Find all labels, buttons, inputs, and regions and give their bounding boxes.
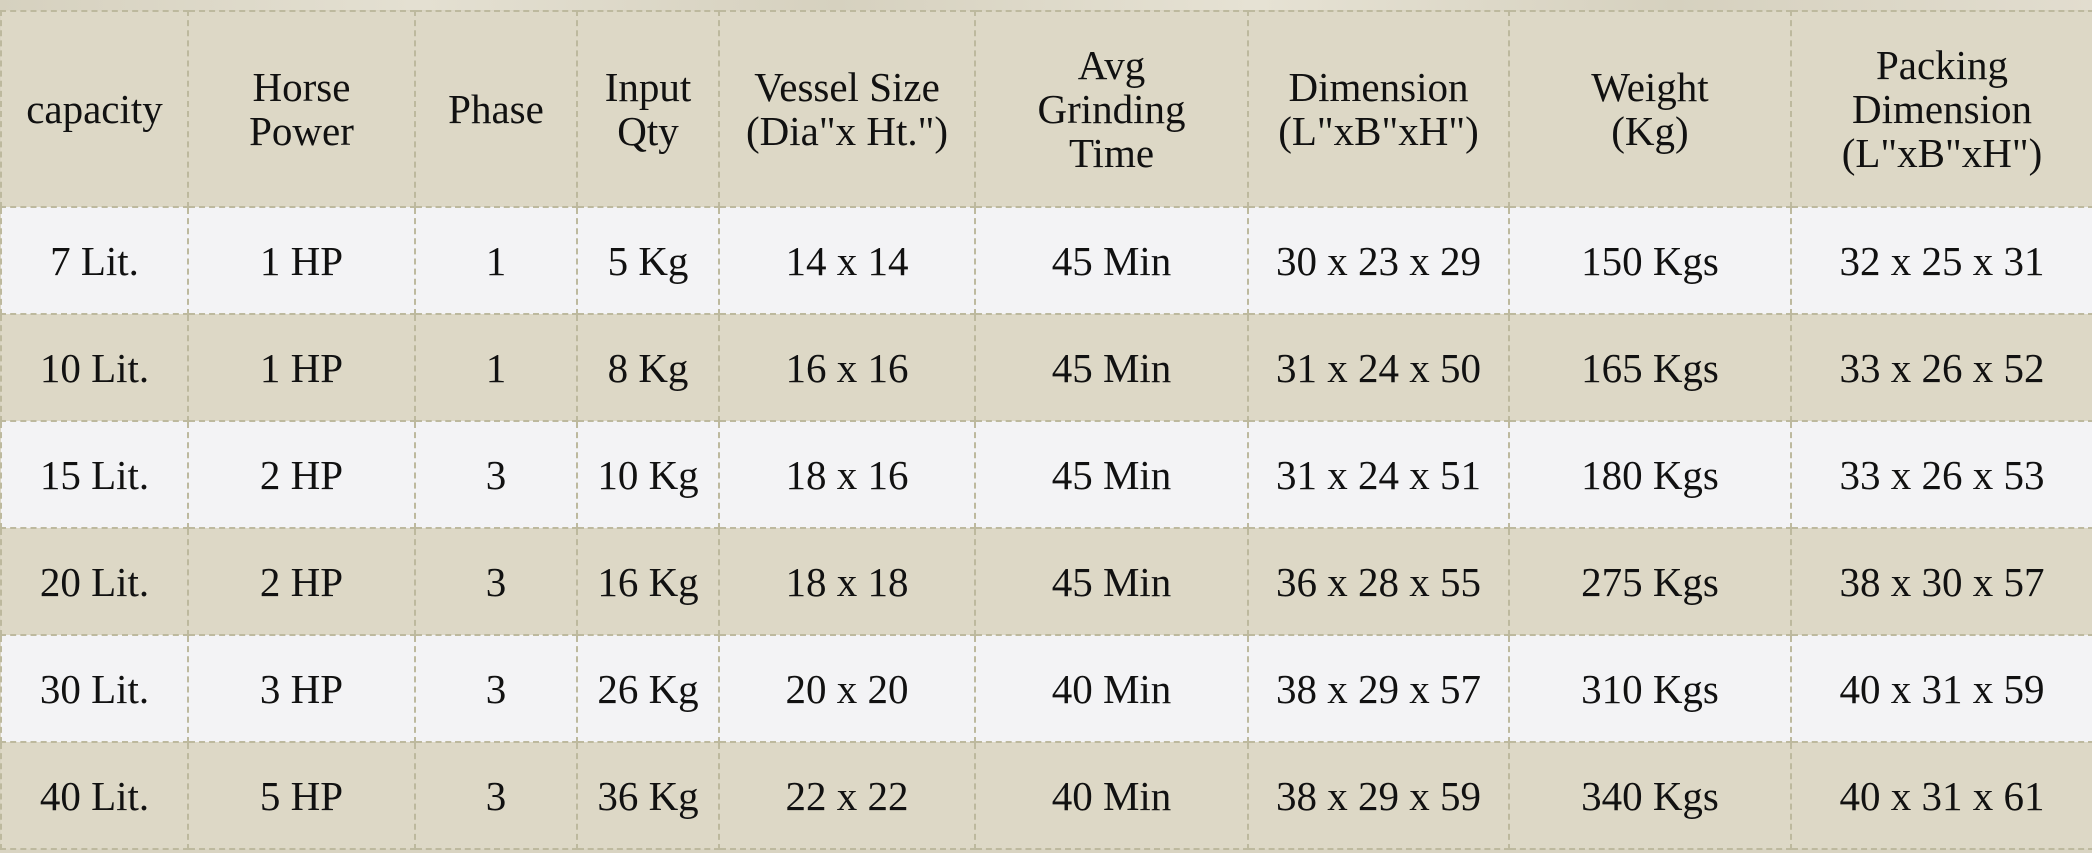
table-row: 20 Lit. 2 HP 3 16 Kg 18 x 18 45 Min 36 x 28 x … bbox=[0, 527, 2092, 636]
table-cell: 18 x 18 bbox=[718, 527, 976, 636]
column-header: Horse Power bbox=[187, 10, 416, 208]
table-cell: 8 Kg bbox=[576, 313, 720, 422]
table-row: 40 Lit. 5 HP 3 36 Kg 22 x 22 40 Min 38 x 29 x … bbox=[0, 741, 2092, 850]
table-cell: 45 Min bbox=[974, 313, 1249, 422]
table-cell: 31 x 24 x 51 bbox=[1247, 420, 1510, 529]
column-header-line: (Dia"x Ht.") bbox=[746, 108, 948, 154]
table-cell: 40 Min bbox=[974, 741, 1249, 850]
decorative-background-strip bbox=[0, 0, 2092, 10]
table-cell: 275 Kgs bbox=[1508, 527, 1792, 636]
table-cell: 30 x 23 x 29 bbox=[1247, 206, 1510, 315]
table-cell: 40 Lit. bbox=[0, 741, 189, 850]
table-cell: 20 Lit. bbox=[0, 527, 189, 636]
table-cell: 38 x 29 x 57 bbox=[1247, 634, 1510, 743]
table-cell: 2 HP bbox=[187, 527, 416, 636]
column-header-line: Phase bbox=[448, 86, 544, 132]
table-cell: 5 HP bbox=[187, 741, 416, 850]
column-header: Phase bbox=[414, 10, 578, 208]
table-cell: 15 Lit. bbox=[0, 420, 189, 529]
column-header-line: Grinding bbox=[1037, 86, 1186, 132]
table-cell: 150 Kgs bbox=[1508, 206, 1792, 315]
table-cell: 16 Kg bbox=[576, 527, 720, 636]
table-row: 10 Lit. 1 HP 1 8 Kg 16 x 16 45 Min 31 x 24 x 5… bbox=[0, 313, 2092, 422]
table-cell: 1 bbox=[414, 206, 578, 315]
table-cell: 1 HP bbox=[187, 206, 416, 315]
table-cell: 340 Kgs bbox=[1508, 741, 1792, 850]
table-cell: 10 Lit. bbox=[0, 313, 189, 422]
column-header-line: Qty bbox=[617, 108, 679, 154]
table-cell: 38 x 30 x 57 bbox=[1790, 527, 2092, 636]
table-cell: 16 x 16 bbox=[718, 313, 976, 422]
column-header: capacity bbox=[0, 10, 189, 208]
column-header: Input Qty bbox=[576, 10, 720, 208]
table-cell: 45 Min bbox=[974, 420, 1249, 529]
table-cell: 3 bbox=[414, 420, 578, 529]
table-cell: 18 x 16 bbox=[718, 420, 976, 529]
table-cell: 36 Kg bbox=[576, 741, 720, 850]
column-header: Weight (Kg) bbox=[1508, 10, 1792, 208]
column-header-line: Horse bbox=[252, 64, 351, 110]
table-cell: 33 x 26 x 52 bbox=[1790, 313, 2092, 422]
specifications-table: capacity Horse Power Phase Input Qty Vessel Si… bbox=[0, 10, 2092, 850]
table-cell: 32 x 25 x 31 bbox=[1790, 206, 2092, 315]
column-header-line: (L"xB"xH") bbox=[1278, 108, 1479, 154]
column-header-line: Vessel Size bbox=[754, 64, 940, 110]
column-header: Dimension (L"xB"xH") bbox=[1247, 10, 1510, 208]
table-cell: 30 Lit. bbox=[0, 634, 189, 743]
table-cell: 20 x 20 bbox=[718, 634, 976, 743]
table-cell: 40 x 31 x 59 bbox=[1790, 634, 2092, 743]
table-cell: 31 x 24 x 50 bbox=[1247, 313, 1510, 422]
table-cell: 22 x 22 bbox=[718, 741, 976, 850]
table-cell: 40 x 31 x 61 bbox=[1790, 741, 2092, 850]
column-header-line: Power bbox=[249, 108, 354, 154]
table-cell: 10 Kg bbox=[576, 420, 720, 529]
table-cell: 14 x 14 bbox=[718, 206, 976, 315]
table-cell: 3 bbox=[414, 634, 578, 743]
table-header-row: capacity Horse Power Phase Input Qty Vessel Si… bbox=[0, 10, 2092, 208]
column-header-line: Avg bbox=[1077, 42, 1146, 88]
column-header: Avg Grinding Time bbox=[974, 10, 1249, 208]
table-cell: 180 Kgs bbox=[1508, 420, 1792, 529]
table-cell: 3 bbox=[414, 741, 578, 850]
table-row: 30 Lit. 3 HP 3 26 Kg 20 x 20 40 Min 38 x 29 x … bbox=[0, 634, 2092, 743]
table-cell: 45 Min bbox=[974, 527, 1249, 636]
column-header-line: Time bbox=[1068, 130, 1155, 176]
table-cell: 1 HP bbox=[187, 313, 416, 422]
column-header: Vessel Size (Dia"x Ht.") bbox=[718, 10, 976, 208]
table-cell: 2 HP bbox=[187, 420, 416, 529]
table-cell: 7 Lit. bbox=[0, 206, 189, 315]
table-cell: 45 Min bbox=[974, 206, 1249, 315]
table-cell: 165 Kgs bbox=[1508, 313, 1792, 422]
column-header-line: (L"xB"xH") bbox=[1841, 130, 2043, 176]
table-row: 7 Lit. 1 HP 1 5 Kg 14 x 14 45 Min 30 x 23 x 29… bbox=[0, 206, 2092, 315]
column-header: Packing Dimension (L"xB"xH") bbox=[1790, 10, 2092, 208]
column-header-line: Dimension bbox=[1852, 86, 2032, 132]
table-row: 15 Lit. 2 HP 3 10 Kg 18 x 16 45 Min 31 x 24 x … bbox=[0, 420, 2092, 529]
table-cell: 40 Min bbox=[974, 634, 1249, 743]
column-header-line: (Kg) bbox=[1611, 108, 1689, 154]
table-cell: 38 x 29 x 59 bbox=[1247, 741, 1510, 850]
table-cell: 5 Kg bbox=[576, 206, 720, 315]
table-cell: 36 x 28 x 55 bbox=[1247, 527, 1510, 636]
table-cell: 3 bbox=[414, 527, 578, 636]
column-header-line: capacity bbox=[26, 86, 163, 132]
column-header-line: Input bbox=[604, 64, 692, 110]
column-header-line: Packing bbox=[1875, 42, 2009, 88]
table-cell: 1 bbox=[414, 313, 578, 422]
table-cell: 33 x 26 x 53 bbox=[1790, 420, 2092, 529]
column-header-line: Dimension bbox=[1288, 64, 1469, 110]
table-cell: 26 Kg bbox=[576, 634, 720, 743]
column-header-line: Weight bbox=[1591, 64, 1709, 110]
table-cell: 310 Kgs bbox=[1508, 634, 1792, 743]
table-cell: 3 HP bbox=[187, 634, 416, 743]
